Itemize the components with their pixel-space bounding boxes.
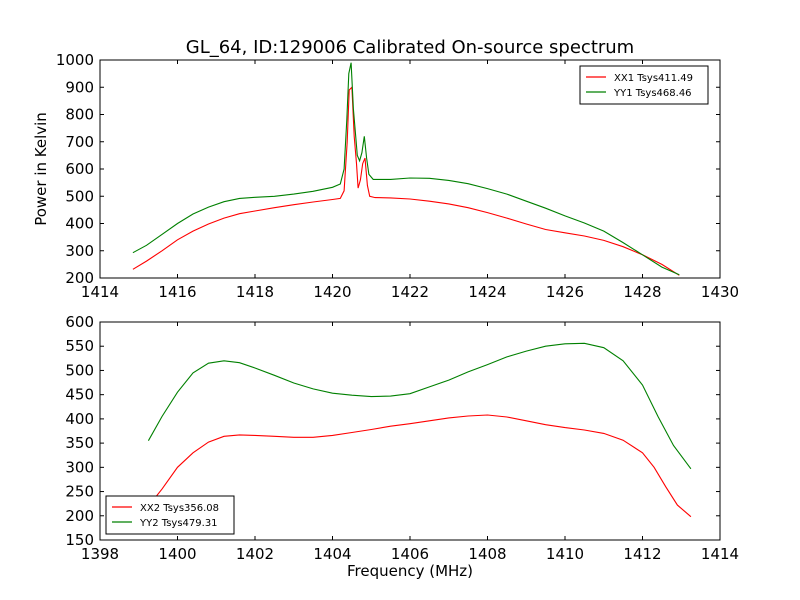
legend-entry: YY1 Tsys468.46 — [613, 88, 692, 99]
legend: XX2 Tsys356.08 YY2 Tsys479.31 — [105, 495, 235, 535]
x-tick-label: 1426 — [546, 283, 584, 301]
y-tick-label: 900 — [65, 78, 94, 96]
series-line-xx2 — [147, 414, 692, 518]
x-tick-label: 1400 — [158, 545, 196, 563]
y-tick-label: 1000 — [56, 51, 94, 69]
x-tick-label: 1414 — [701, 545, 739, 563]
x-tick-label: 1428 — [623, 283, 661, 301]
x-tick-label: 1402 — [236, 545, 274, 563]
y-tick-label: 600 — [65, 160, 94, 178]
series-line-xx1 — [132, 86, 680, 276]
y-tick-label: 150 — [65, 531, 94, 549]
y-tick-label: 450 — [65, 386, 94, 404]
y-tick-label: 200 — [65, 269, 94, 287]
y-tick-label: 800 — [65, 106, 94, 124]
y-axis-label: Power in Kelvin — [32, 112, 50, 226]
y-tick-label: 500 — [65, 361, 94, 379]
y-tick-label: 500 — [65, 187, 94, 205]
y-tick-label: 300 — [65, 458, 94, 476]
x-tick-label: 1430 — [701, 283, 739, 301]
legend-box — [105, 495, 235, 535]
legend-entry: XX2 Tsys356.08 — [140, 503, 219, 514]
y-tick-label: 200 — [65, 507, 94, 525]
y-tick-label: 400 — [65, 215, 94, 233]
x-tick-label: 1418 — [236, 283, 274, 301]
legend-entry: YY2 Tsys479.31 — [139, 518, 218, 529]
y-tick-label: 350 — [65, 434, 94, 452]
top-spectrum-panel: 1414 1416 1418 1420 1422 1424 1426 1428 1430 200 3… — [56, 51, 739, 301]
series-line-yy1 — [132, 62, 680, 276]
x-tick-label: 1404 — [313, 545, 351, 563]
x-tick-label: 1406 — [391, 545, 429, 563]
y-tick-label: 300 — [65, 242, 94, 260]
figure-title: GL_64, ID:129006 Calibrated On-source sp… — [186, 37, 634, 58]
x-tick-label: 1408 — [468, 545, 506, 563]
x-axis-label: Frequency (MHz) — [347, 562, 473, 580]
y-tick-label: 550 — [65, 337, 94, 355]
x-tick-label: 1416 — [158, 283, 196, 301]
x-tick-label: 1424 — [468, 283, 506, 301]
bottom-spectrum-panel: 1398 1400 1402 1404 1406 1408 1410 1412 1414 150 2… — [65, 313, 739, 563]
y-tick-label: 700 — [65, 133, 94, 151]
x-tick-label: 1422 — [391, 283, 429, 301]
x-tick-label: 1414 — [81, 283, 119, 301]
axes-frame — [99, 321, 721, 541]
y-tick-label: 250 — [65, 483, 94, 501]
legend: XX1 Tsys411.49 YY1 Tsys468.46 — [579, 65, 709, 105]
x-tick-label: 1412 — [623, 545, 661, 563]
x-tick-label: 1420 — [313, 283, 351, 301]
x-tick-label: 1398 — [81, 545, 119, 563]
series-line-yy2 — [147, 342, 692, 470]
y-tick-label: 400 — [65, 410, 94, 428]
x-tick-label: 1410 — [546, 545, 584, 563]
axes-frame — [99, 59, 721, 279]
legend-entry: XX1 Tsys411.49 — [614, 73, 693, 84]
legend-box — [579, 65, 709, 105]
y-tick-label: 600 — [65, 313, 94, 331]
